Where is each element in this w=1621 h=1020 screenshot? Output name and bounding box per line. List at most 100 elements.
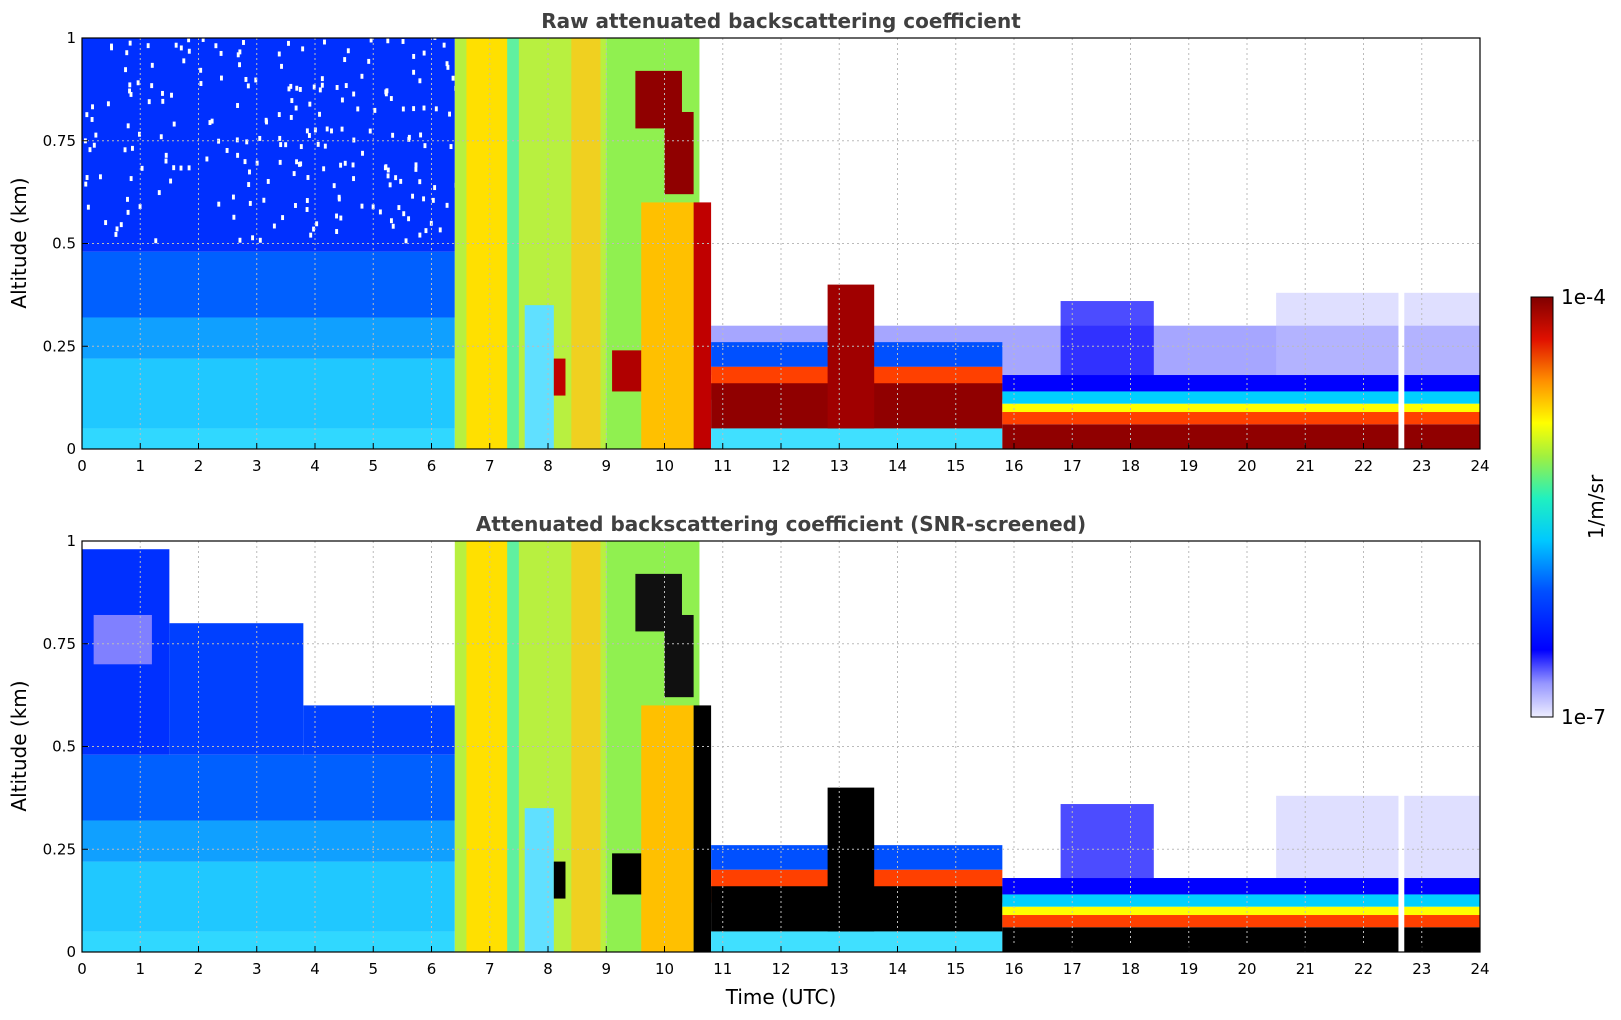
heatmap-cell xyxy=(251,235,254,240)
colorbar-min-label: 1e-7 xyxy=(1561,705,1606,729)
heatmap-cell xyxy=(114,232,117,237)
x-tick-label: 3 xyxy=(252,457,262,475)
heatmap-cell xyxy=(278,112,281,117)
x-tick-label: 14 xyxy=(888,457,907,475)
x-tick-label: 4 xyxy=(310,960,320,978)
heatmap-cell xyxy=(289,84,292,89)
heatmap-cell xyxy=(315,221,318,226)
y-tick-label: 0 xyxy=(66,943,76,961)
heatmap-cell xyxy=(1002,375,1480,391)
heatmap-cell xyxy=(432,198,435,203)
heatmap-cell xyxy=(335,214,338,219)
heatmap-cell xyxy=(352,138,355,143)
heatmap-cell xyxy=(82,317,455,358)
x-tick-label: 5 xyxy=(368,457,378,475)
heatmap-cell xyxy=(301,46,304,51)
heatmap-cell xyxy=(290,115,293,120)
heatmap-cell xyxy=(199,81,202,86)
heatmap-cell xyxy=(446,61,449,66)
heatmap-cell xyxy=(339,163,342,168)
x-tick-label: 10 xyxy=(655,960,674,978)
x-tick-label: 2 xyxy=(194,960,204,978)
heatmap-cell xyxy=(249,201,252,206)
heatmap-cell xyxy=(321,76,324,81)
heatmap-cell xyxy=(226,148,229,153)
heatmap-cell xyxy=(446,203,449,208)
heatmap-cell xyxy=(390,96,393,101)
x-tick-label: 15 xyxy=(946,960,965,978)
x-tick-label: 15 xyxy=(946,457,965,475)
heatmap-cell xyxy=(306,207,309,212)
heatmap-cell xyxy=(267,179,270,184)
heatmap-cell xyxy=(335,229,338,234)
heatmap-cell xyxy=(284,142,287,147)
heatmap-cell xyxy=(82,428,455,449)
heatmap-cell xyxy=(128,82,131,87)
y-tick-label: 0.75 xyxy=(43,635,76,653)
x-tick-label: 20 xyxy=(1237,457,1256,475)
heatmap-cell xyxy=(85,112,88,117)
panel1-heatmap xyxy=(82,35,1480,449)
heatmap-cell xyxy=(205,157,208,162)
heatmap-cell xyxy=(525,305,554,449)
heatmap-cell xyxy=(82,38,455,252)
heatmap-cell xyxy=(188,165,191,170)
heatmap-cell xyxy=(412,106,415,111)
heatmap-cell xyxy=(306,198,309,203)
heatmap-cell xyxy=(326,126,329,131)
y-tick-label: 1 xyxy=(66,532,76,550)
heatmap-cell xyxy=(308,133,311,138)
heatmap-cell xyxy=(165,159,168,164)
heatmap-cell xyxy=(402,39,405,44)
x-tick-label: 7 xyxy=(485,960,495,978)
heatmap-cell xyxy=(82,252,455,318)
heatmap-cell xyxy=(1276,796,1480,878)
y-tick-label: 0.75 xyxy=(43,132,76,150)
x-tick-label: 0 xyxy=(77,960,87,978)
heatmap-cell xyxy=(341,98,344,103)
heatmap-cell xyxy=(298,162,301,167)
heatmap-cell xyxy=(414,167,417,172)
heatmap-cell xyxy=(278,136,281,141)
heatmap-cell xyxy=(262,198,265,203)
heatmap-cell xyxy=(173,122,176,127)
heatmap-cell xyxy=(443,43,446,48)
heatmap-cell xyxy=(279,142,282,147)
heatmap-cell xyxy=(397,205,400,210)
colorbar-unit-label: 1/m/sr xyxy=(1584,474,1608,539)
heatmap-cell xyxy=(294,203,297,208)
heatmap-cell xyxy=(238,62,241,67)
heatmap-cell xyxy=(407,216,410,221)
heatmap-cell xyxy=(345,83,348,88)
heatmap-cell xyxy=(99,174,102,179)
x-tick-label: 6 xyxy=(427,457,437,475)
heatmap-cell xyxy=(107,101,110,106)
heatmap-cell xyxy=(418,233,421,238)
x-tick-label: 2 xyxy=(194,457,204,475)
heatmap-cell xyxy=(82,862,455,932)
x-tick-label: 22 xyxy=(1354,457,1373,475)
heatmap-cell xyxy=(236,153,239,158)
heatmap-cell xyxy=(571,541,600,952)
heatmap-cell xyxy=(1002,915,1480,927)
panel2-xlabel: Time (UTC) xyxy=(725,985,837,1009)
heatmap-cell xyxy=(419,132,422,137)
heatmap-cell xyxy=(1002,404,1480,412)
x-tick-label: 23 xyxy=(1412,960,1431,978)
heatmap-cell xyxy=(104,220,107,225)
heatmap-cell xyxy=(247,182,250,187)
heatmap-cell xyxy=(151,63,154,68)
heatmap-cell xyxy=(148,99,151,104)
heatmap-cell xyxy=(93,143,96,148)
colorbar xyxy=(1531,297,1553,717)
heatmap-cell xyxy=(418,179,421,184)
y-tick-label: 1 xyxy=(66,29,76,47)
x-tick-label: 24 xyxy=(1470,960,1489,978)
heatmap-cell xyxy=(394,175,397,180)
heatmap-cell xyxy=(385,91,388,96)
heatmap-cell xyxy=(278,52,281,57)
panel2-y-ticks: 00.250.50.751 xyxy=(43,532,88,961)
heatmap-cell xyxy=(1002,878,1480,894)
heatmap-cell xyxy=(147,43,150,48)
heatmap-cell xyxy=(424,228,427,233)
